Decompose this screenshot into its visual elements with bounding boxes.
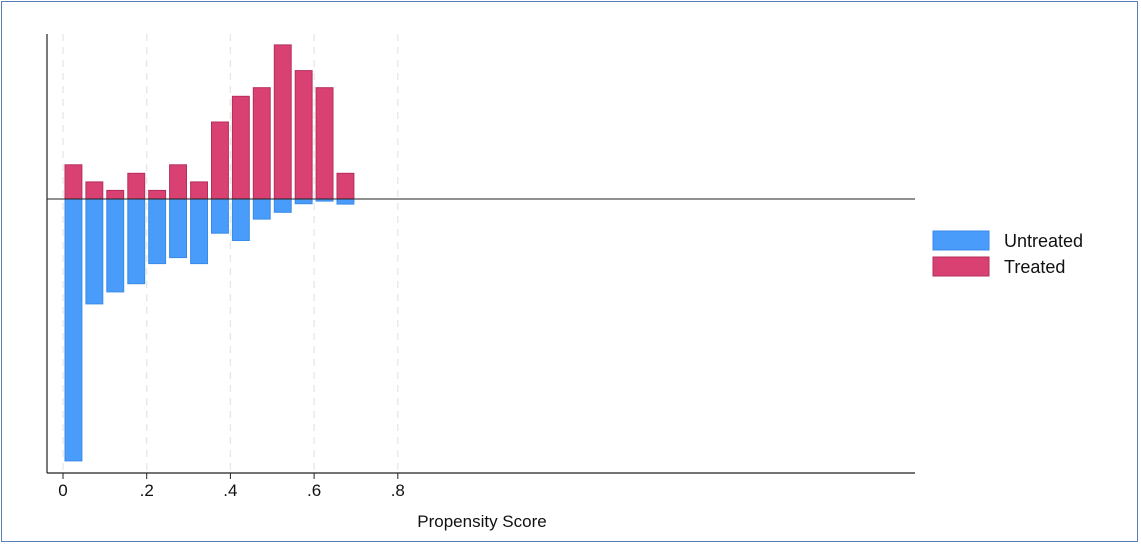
bar-untreated <box>148 198 167 265</box>
bars-layer <box>64 44 355 462</box>
bar-untreated <box>273 198 292 213</box>
grid-layer <box>62 34 399 473</box>
x-tick-label: .8 <box>391 481 405 500</box>
x-axis-title: Propensity Score <box>417 512 546 531</box>
legend-swatch-treated <box>932 256 990 277</box>
bar-treated <box>106 189 125 200</box>
x-tick-label: .6 <box>307 481 321 500</box>
bar-treated <box>294 70 313 200</box>
x-tick-label: 0 <box>58 481 67 500</box>
bar-untreated <box>169 198 188 259</box>
x-tick-label: .2 <box>140 481 154 500</box>
bar-untreated <box>231 198 250 241</box>
legend-swatch-untreated <box>932 230 990 251</box>
bar-treated <box>64 164 83 200</box>
legend-label-treated: Treated <box>1004 257 1065 277</box>
bar-treated <box>336 172 355 200</box>
bar-treated <box>231 95 250 200</box>
bar-treated <box>190 181 209 200</box>
bar-treated <box>315 87 334 200</box>
bar-untreated <box>64 198 83 462</box>
bar-treated <box>252 87 271 200</box>
x-ticks: 0 .2 .4 .6 .8 <box>58 473 405 500</box>
x-tick-label: .4 <box>223 481 237 500</box>
axes-layer <box>46 34 915 474</box>
bar-untreated <box>127 198 146 285</box>
bar-treated <box>273 44 292 200</box>
legend-label-untreated: Untreated <box>1004 231 1083 251</box>
legend: Untreated Treated <box>932 230 1083 277</box>
bar-untreated <box>190 198 209 265</box>
bar-treated <box>148 189 167 200</box>
bar-treated <box>85 181 104 200</box>
bar-treated <box>211 121 229 200</box>
bar-untreated <box>85 198 104 305</box>
bar-treated <box>127 172 146 200</box>
bar-untreated <box>211 198 229 234</box>
bar-untreated <box>336 198 355 205</box>
bar-untreated <box>252 198 271 220</box>
bar-treated <box>169 164 188 200</box>
bar-untreated <box>106 198 125 293</box>
bar-untreated <box>294 198 313 205</box>
